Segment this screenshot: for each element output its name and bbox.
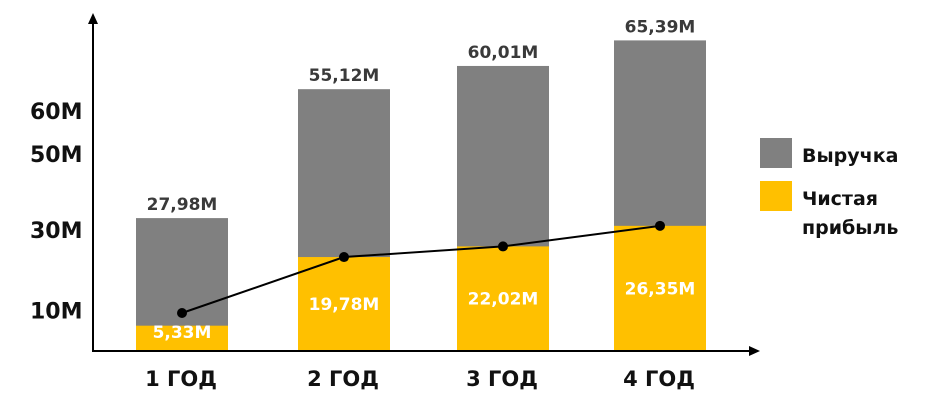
legend-swatch <box>760 138 792 168</box>
x-tick-label: 2 ГОД <box>307 367 379 391</box>
y-tick-label: 10M <box>30 300 83 325</box>
y-tick-label: 50M <box>30 143 83 168</box>
profit-bar <box>298 257 390 351</box>
legend-swatch <box>760 181 792 211</box>
profit-point <box>498 241 508 252</box>
legend-label: Чистая <box>802 188 878 210</box>
profit-value-label: 5,33M <box>153 323 212 343</box>
x-axis-arrow <box>749 346 760 356</box>
profit-bar <box>136 325 228 351</box>
y-tick-label: 30M <box>30 219 83 244</box>
profit-point <box>177 308 187 318</box>
y-axis-arrow <box>88 13 98 24</box>
profit-bar <box>614 225 706 351</box>
axes-layer <box>88 13 760 356</box>
bars-layer <box>136 40 706 352</box>
legend-label: прибыль <box>802 217 898 239</box>
legend: Выручка Чистая прибыль <box>760 138 898 239</box>
x-tick-label: 4 ГОД <box>623 367 695 391</box>
legend-label: Выручка <box>802 145 898 167</box>
y-tick-label: 60M <box>30 100 83 125</box>
profit-point <box>339 252 349 263</box>
profit-value-label: 22,02M <box>468 290 539 310</box>
profit-value-label: 19,78M <box>309 295 380 315</box>
profit-bar <box>457 246 549 351</box>
profit-point <box>655 220 665 231</box>
x-tick-label: 3 ГОД <box>466 367 538 391</box>
x-tick-label: 1 ГОД <box>145 367 217 391</box>
profit-line-layer <box>177 220 665 318</box>
profit-value-label: 26,35M <box>625 279 696 299</box>
y-tick-labels: 10M 30M 50M 60M <box>30 100 83 325</box>
revenue-value-label: 65,39M <box>625 17 696 37</box>
profit-trend-line <box>181 224 661 314</box>
revenue-value-label: 27,98M <box>147 195 218 215</box>
x-tick-labels: 1 ГОД 2 ГОД 3 ГОД 4 ГОД <box>145 367 695 391</box>
revenue-value-label: 55,12M <box>309 66 380 86</box>
revenue-value-label: 60,01M <box>468 43 539 63</box>
data-labels-layer: 27,98M 5,33M 55,12M 19,78M 60,01M 22,02M 65,39… <box>147 17 696 343</box>
